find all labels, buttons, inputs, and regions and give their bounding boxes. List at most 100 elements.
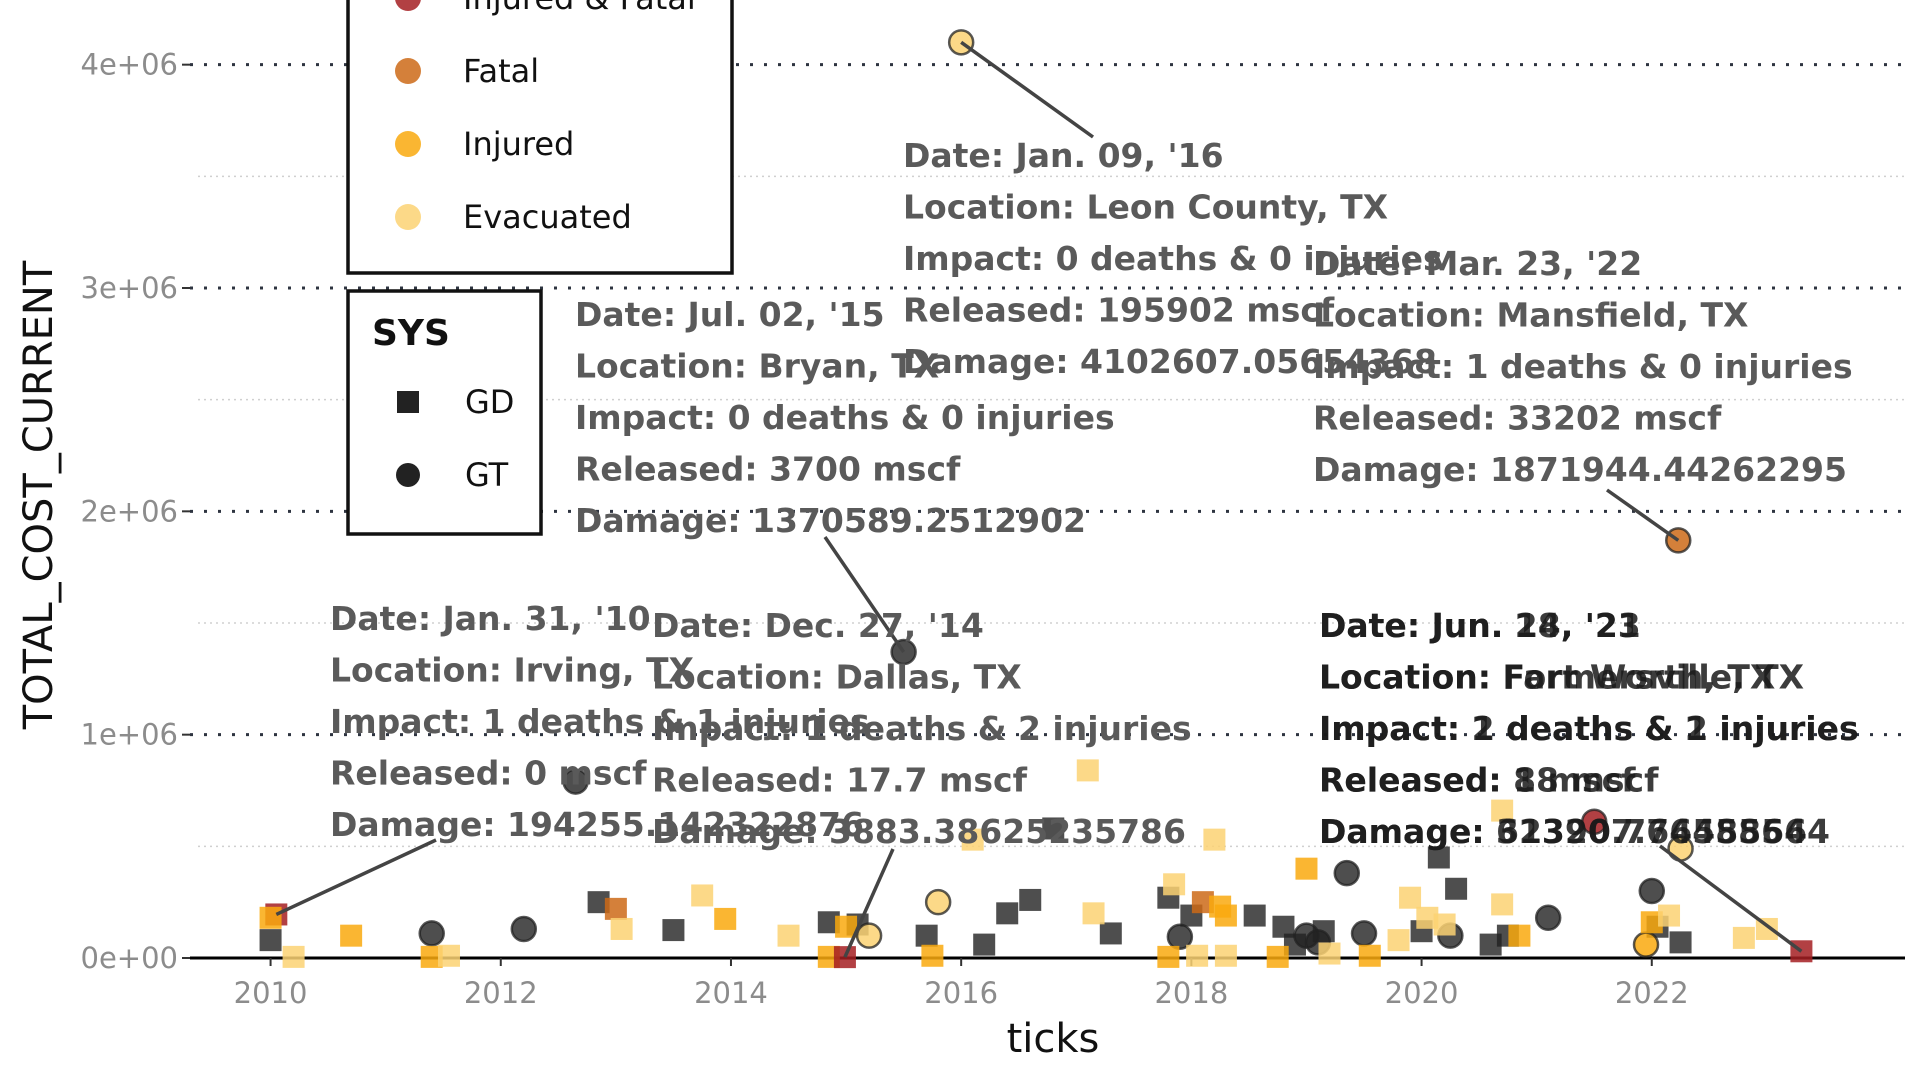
- annotation-label: Date: Dec. 27, '14 Location: Dallas, TX Im…: [652, 606, 1192, 851]
- data-point-gd: [662, 919, 685, 942]
- y-axis-title: TOTAL_COST_CURRENT: [16, 260, 62, 730]
- y-tick-label: 0e+00: [81, 941, 179, 975]
- data-point-gd: [1640, 911, 1663, 934]
- data-point-gd: [1042, 817, 1065, 840]
- y-tick-label: 1e+06: [81, 718, 179, 752]
- legend-label: Injured & Fatal: [463, 0, 696, 17]
- legend-swatch: [395, 204, 421, 230]
- annotation-line: Released: 3700 mscf: [575, 450, 961, 489]
- data-point-gt: [1580, 808, 1608, 836]
- data-point-gd: [691, 884, 714, 907]
- axis-layer: 0e+00 1e+06 2e+06 3e+06 4e+06 2010 2012 2014 201…: [81, 48, 1905, 1010]
- annotation-line: Released: 17.7 mscf: [652, 761, 1028, 800]
- annotation-label: Date: Jun. 14, '21 Location: Fort Worth, …: [1319, 606, 1859, 851]
- legend-label: GT: [465, 456, 509, 494]
- annotation-line: Location: Dallas, TX: [652, 658, 1022, 697]
- data-point-gd: [259, 906, 282, 929]
- data-point-gd: [1295, 857, 1318, 880]
- data-point-gd: [1658, 904, 1681, 927]
- annotation-line: Damage: 4102607.05654368: [903, 342, 1437, 381]
- legend-label: Fatal: [463, 52, 539, 90]
- annotation-line: Location: Mansfield, TX: [1313, 296, 1748, 335]
- data-point-gd: [1203, 828, 1226, 851]
- data-point-gd: [1427, 846, 1450, 869]
- data-point-gt: [418, 920, 445, 947]
- shape-legend-box: [346, 289, 543, 536]
- annotation-line: Date: Jan. 31, '10: [330, 599, 651, 638]
- data-point-gd: [604, 897, 627, 920]
- annotation-line: Location: Fort Worth, TX: [1319, 658, 1775, 697]
- data-point-gt: [855, 922, 883, 949]
- data-point-gd: [817, 911, 840, 934]
- annotation-line: Location: Bryan, TX: [575, 347, 939, 386]
- annotation-line: Damage: 32320.76458564: [1319, 812, 1807, 851]
- data-point-gd: [1387, 929, 1410, 952]
- data-point-gd: [1416, 906, 1439, 929]
- annotation-line: Date: Mar. 23, '22: [1313, 244, 1642, 283]
- y-tick-label: 4e+06: [81, 48, 179, 82]
- x-tick-label: 2022: [1615, 976, 1689, 1010]
- data-point-gd: [340, 924, 363, 947]
- data-point-gd: [1082, 902, 1105, 925]
- data-point-gt: [562, 768, 589, 795]
- data-point-gd: [1157, 945, 1180, 968]
- data-point-gd: [1732, 926, 1755, 949]
- x-axis-title: ticks: [1007, 1016, 1100, 1062]
- annotation-line: Impact: 1 deaths & 2 injuries: [1319, 709, 1859, 748]
- data-point-gd: [282, 945, 305, 968]
- annotation-leader-line: [960, 40, 1095, 139]
- annotation-label: Date: Jan. 09, '16 Location: Leon County,…: [903, 136, 1443, 381]
- data-point-gd: [1214, 904, 1237, 927]
- annotation-label: Date: Mar. 23, '22 Location: Mansfield, T…: [1313, 244, 1853, 489]
- legend-shape-circle: [396, 463, 420, 487]
- legend-swatch: [395, 131, 421, 157]
- annotation-line: Impact: 1 deaths & 0 injuries: [1313, 347, 1853, 386]
- annotation-line: Damage: 1871944.44262295: [1313, 450, 1847, 489]
- annotation-line: Released: 18 mscf: [1319, 761, 1659, 800]
- points-layer: [259, 29, 1813, 969]
- x-tick-label: 2018: [1154, 976, 1228, 1010]
- legend-label: GD: [465, 383, 514, 421]
- data-point-gd: [915, 924, 938, 947]
- data-point-gd: [437, 944, 460, 967]
- data-point-gd: [1358, 944, 1381, 967]
- annotation-line: Date: Jul. 02, '15: [575, 295, 885, 334]
- annotation-line: Date: Dec. 27, '14: [652, 606, 984, 645]
- data-point-gd: [1318, 942, 1341, 965]
- data-point-gd: [835, 915, 858, 938]
- annotation-leader-line: [823, 536, 906, 654]
- data-point-gd: [1163, 873, 1186, 896]
- data-point-gd: [1272, 915, 1295, 938]
- data-point-gd: [714, 907, 737, 930]
- annotation-line: Location: Irving, TX: [330, 651, 694, 690]
- legend-swatch: [395, 0, 421, 11]
- data-point-gd: [1076, 759, 1099, 782]
- legend-label: Evacuated: [463, 198, 632, 236]
- data-point-gd: [1186, 944, 1209, 967]
- x-tick-label: 2014: [694, 976, 768, 1010]
- x-tick-label: 2012: [464, 976, 538, 1010]
- annotation-line: Released: 33202 mscf: [1313, 399, 1722, 438]
- data-point-gd: [610, 917, 633, 940]
- x-tick-label: 2010: [234, 976, 308, 1010]
- legend-shape-square: [397, 391, 419, 413]
- data-point-gd: [1491, 893, 1514, 916]
- annotation-line: Damage: 194255.142322876: [330, 805, 864, 844]
- annotation-line: Released: 0 mscf: [330, 754, 647, 793]
- annotation-line: Released: 195902 mscf: [903, 291, 1335, 330]
- data-point-gd: [259, 929, 282, 952]
- data-point-gd: [996, 902, 1019, 925]
- leader-layer: [275, 40, 1803, 958]
- annotation-line: Location: Farmersville, TX: [1319, 658, 1804, 697]
- annotation-line: Damage: 613907.76458564: [1319, 812, 1830, 851]
- data-point-gt: [1638, 877, 1666, 905]
- data-point-gd: [1445, 877, 1468, 900]
- data-point-gd: [587, 891, 610, 914]
- data-point-gd: [777, 924, 800, 947]
- y-tick-label: 3e+06: [81, 271, 179, 305]
- annotation-line: Location: Leon County, TX: [903, 188, 1388, 227]
- data-point-gd: [1099, 922, 1122, 945]
- data-point-gd: [1214, 944, 1237, 967]
